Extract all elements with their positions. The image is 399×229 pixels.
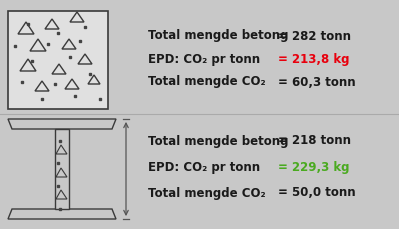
Polygon shape: [56, 190, 67, 199]
Polygon shape: [65, 79, 79, 89]
Text: = 60,3 tonn: = 60,3 tonn: [278, 76, 356, 88]
Polygon shape: [8, 209, 116, 219]
Polygon shape: [78, 54, 92, 64]
Polygon shape: [62, 39, 76, 49]
Polygon shape: [8, 119, 116, 129]
Polygon shape: [88, 75, 100, 84]
Text: = 282 tonn: = 282 tonn: [278, 30, 351, 43]
Text: = 229,3 kg: = 229,3 kg: [278, 161, 350, 174]
Polygon shape: [35, 81, 49, 91]
Polygon shape: [56, 145, 67, 154]
Text: = 213,8 kg: = 213,8 kg: [278, 52, 350, 65]
Text: EPD: CO₂ pr tonn: EPD: CO₂ pr tonn: [148, 52, 260, 65]
Polygon shape: [70, 12, 84, 22]
Text: = 50,0 tonn: = 50,0 tonn: [278, 186, 356, 199]
Polygon shape: [30, 39, 46, 51]
Polygon shape: [20, 59, 36, 71]
Text: Total mengde betong: Total mengde betong: [148, 134, 288, 147]
Text: Total mengde CO₂: Total mengde CO₂: [148, 186, 266, 199]
Polygon shape: [18, 22, 34, 34]
Polygon shape: [56, 168, 67, 177]
Bar: [55, 129, 69, 209]
Text: Total mengde betong: Total mengde betong: [148, 30, 288, 43]
Text: = 218 tonn: = 218 tonn: [278, 134, 351, 147]
Polygon shape: [52, 64, 66, 74]
Bar: [8, 11, 108, 109]
Text: EPD: CO₂ pr tonn: EPD: CO₂ pr tonn: [148, 161, 260, 174]
Text: Total mengde CO₂: Total mengde CO₂: [148, 76, 266, 88]
Polygon shape: [45, 19, 59, 29]
